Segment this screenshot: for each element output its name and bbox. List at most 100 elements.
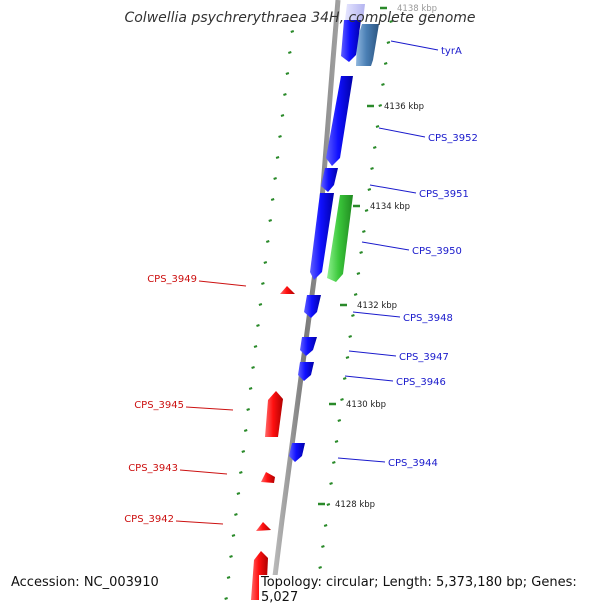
ring-dot <box>378 104 383 107</box>
gene-leader-line <box>179 469 228 475</box>
ring-dot <box>261 282 265 285</box>
gene-arrows <box>251 4 379 600</box>
kbp-tick-label: 4136 kbp <box>384 102 424 112</box>
ring-dot <box>321 545 325 548</box>
gene-arrow-CPS_3947 <box>300 337 317 356</box>
ring-dot <box>329 482 333 485</box>
gene-leader-line <box>344 375 394 382</box>
ring-dot <box>353 293 358 296</box>
ring-dot <box>381 83 385 86</box>
gene-arrow-CPS_3943 <box>261 472 275 483</box>
gene-arrow-pale-top <box>345 4 365 20</box>
kbp-tick-label: 4134 kbp <box>370 202 410 212</box>
gene-arrow-CPS_3942 <box>256 522 271 531</box>
track-ring-dots <box>224 20 393 600</box>
ring-dot <box>275 156 280 159</box>
ring-dot <box>273 177 277 180</box>
gene-leader-line <box>185 406 234 411</box>
gene-leader-line <box>337 457 386 463</box>
ring-dot <box>356 272 361 275</box>
gene-leader-line <box>390 40 439 51</box>
kbp-tick-label: 4138 kbp <box>397 4 437 14</box>
gene-label: CPS_3952 <box>428 133 478 144</box>
ring-dot <box>372 146 377 149</box>
gene-label: CPS_3946 <box>396 377 446 388</box>
ring-dot <box>326 503 331 506</box>
ring-dot <box>234 513 238 516</box>
ring-dot <box>342 377 347 380</box>
ring-dot <box>334 440 339 443</box>
kbp-tick-label: 4132 kbp <box>357 301 397 311</box>
ring-dot <box>359 251 363 254</box>
ring-dot <box>348 335 353 338</box>
ring-dot <box>318 566 322 569</box>
ring-dot <box>283 93 287 96</box>
gene-arrow-rna <box>327 195 353 282</box>
gene-label: CPS_3947 <box>399 352 449 363</box>
ring-dot <box>229 555 233 558</box>
gene-leader-line <box>175 520 224 525</box>
ring-dot <box>226 576 231 579</box>
genome-summary: Topology: circular; Length: 5,373,180 bp… <box>259 575 600 605</box>
ring-dot <box>345 356 350 359</box>
gene-label: tyrA <box>441 46 462 57</box>
gene-arrow-CPS_3950 <box>310 193 334 280</box>
forward-gene-labels: tyrA CPS_3952 CPS_3951 CPS_3950 CPS_3948 CPS_… <box>337 40 478 469</box>
gene-arrow-forward-1 <box>341 20 361 62</box>
gene-arrow-tyrA <box>356 24 379 66</box>
gene-label: CPS_3950 <box>412 246 462 257</box>
gene-arrow-CPS_3949 <box>280 286 295 294</box>
ring-dot <box>340 398 344 401</box>
accession-text: Accession: NC_003910 <box>9 575 161 590</box>
ring-dot <box>253 345 258 348</box>
ring-dot <box>248 387 253 390</box>
gene-arrow-CPS_3945 <box>265 391 283 437</box>
kbp-tick-label: 4128 kbp <box>335 500 375 510</box>
ring-dot <box>268 219 273 222</box>
gene-label: CPS_3948 <box>403 313 453 324</box>
ring-dot <box>246 408 250 411</box>
genome-title: Colwellia psychrerythraea 34H, complete … <box>124 10 476 26</box>
ring-dot <box>337 419 342 422</box>
ring-dot <box>241 450 246 453</box>
gene-arrow-CPS_3944 <box>289 443 305 462</box>
kbp-tick-label: 4130 kbp <box>346 400 386 410</box>
ring-dot <box>285 72 290 75</box>
ring-dot <box>375 125 380 128</box>
gene-leader-line <box>348 350 397 357</box>
gene-label: CPS_3944 <box>388 458 438 469</box>
gene-label: CPS_3942 <box>124 514 174 525</box>
kbp-ticks: 4138 kbp 4136 kbp 4134 kbp 4132 kbp 4130 kbp… <box>318 4 437 510</box>
ring-dot <box>243 429 248 432</box>
reverse-gene-labels: CPS_3949 CPS_3945 CPS_3943 CPS_3942 <box>124 274 247 525</box>
ring-dot <box>231 534 236 537</box>
ring-dot <box>280 114 285 117</box>
gene-label: CPS_3949 <box>147 274 197 285</box>
gene-leader-line <box>361 241 410 251</box>
ring-dot <box>389 20 393 23</box>
gene-leader-line <box>369 184 417 194</box>
gene-label: CPS_3943 <box>128 463 178 474</box>
ring-dot <box>367 188 372 191</box>
gene-arrow-CPS_3946 <box>298 362 314 381</box>
ring-dot <box>251 366 255 369</box>
ring-dot <box>224 597 228 600</box>
gene-leader-line <box>378 127 426 138</box>
ring-dot <box>239 471 243 474</box>
ring-dot <box>386 41 391 44</box>
gene-arrow-CPS_3951 <box>321 168 338 192</box>
gene-leader-line <box>198 280 247 287</box>
ring-dot <box>290 30 295 33</box>
ring-dot <box>351 314 355 317</box>
gene-arrow-CPS_3948 <box>304 295 321 318</box>
genome-backbone <box>269 0 341 600</box>
ring-dot <box>323 524 328 527</box>
ring-dot <box>256 324 260 327</box>
ring-dot <box>364 209 369 212</box>
ring-dot <box>265 240 270 243</box>
ring-dot <box>288 51 292 54</box>
gene-arrow-CPS_3952 <box>326 76 353 166</box>
gene-leader-line <box>352 311 401 318</box>
gene-label: CPS_3951 <box>419 189 469 200</box>
